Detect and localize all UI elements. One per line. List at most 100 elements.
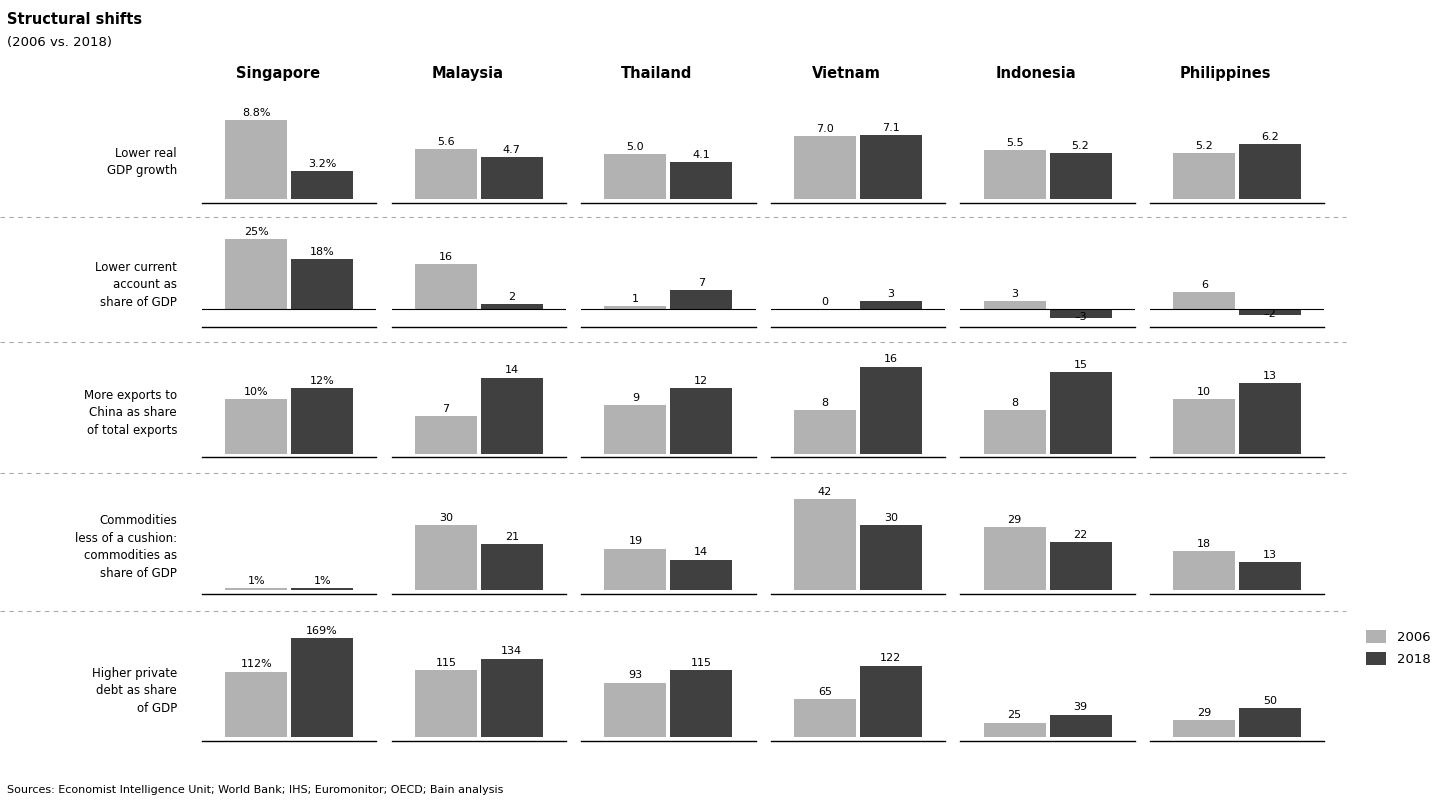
Bar: [793, 136, 855, 199]
Bar: [481, 377, 543, 454]
Text: 4.1: 4.1: [693, 151, 710, 160]
Bar: [481, 544, 543, 590]
Text: 3: 3: [1011, 289, 1018, 299]
Text: More exports to
China as share
of total exports: More exports to China as share of total …: [84, 389, 177, 437]
Text: 10%: 10%: [243, 387, 269, 397]
Bar: [415, 670, 477, 737]
Bar: [671, 389, 733, 454]
Bar: [415, 525, 477, 590]
Text: 12: 12: [694, 377, 708, 386]
Bar: [1240, 143, 1302, 199]
Text: Philippines: Philippines: [1179, 66, 1272, 81]
Text: 42: 42: [818, 487, 832, 497]
Legend: 2006, 2018: 2006, 2018: [1367, 630, 1430, 666]
Text: Indonesia: Indonesia: [996, 66, 1077, 81]
Bar: [984, 410, 1045, 454]
Text: (2006 vs. 2018): (2006 vs. 2018): [7, 36, 112, 49]
Bar: [481, 304, 543, 309]
Bar: [860, 367, 922, 454]
Text: Lower real
GDP growth: Lower real GDP growth: [107, 147, 177, 177]
Bar: [1240, 562, 1302, 590]
Text: 19: 19: [628, 536, 642, 547]
Bar: [481, 157, 543, 199]
Text: 10: 10: [1197, 387, 1211, 397]
Text: 7.0: 7.0: [816, 125, 834, 134]
Text: 5.6: 5.6: [436, 137, 455, 147]
Text: 16: 16: [439, 253, 452, 262]
Text: 3.2%: 3.2%: [308, 159, 337, 168]
Text: 8: 8: [821, 398, 828, 408]
Bar: [1050, 152, 1112, 199]
Text: 0: 0: [822, 297, 828, 307]
Text: 122: 122: [880, 654, 901, 663]
Text: 7.1: 7.1: [883, 123, 900, 134]
Bar: [415, 264, 477, 309]
Text: 4.7: 4.7: [503, 145, 521, 155]
Bar: [860, 135, 922, 199]
Bar: [415, 149, 477, 199]
Text: 30: 30: [884, 513, 899, 522]
Text: 1%: 1%: [248, 576, 265, 586]
Text: 5.2: 5.2: [1195, 141, 1212, 151]
Bar: [1050, 372, 1112, 454]
Text: Malaysia: Malaysia: [432, 66, 504, 81]
Text: 112%: 112%: [240, 659, 272, 669]
Text: Commodities
less of a cushion:
commodities as
share of GDP: Commodities less of a cushion: commoditi…: [75, 514, 177, 580]
Text: Structural shifts: Structural shifts: [7, 12, 143, 28]
Text: Lower current
account as
share of GDP: Lower current account as share of GDP: [95, 261, 177, 309]
Bar: [1174, 152, 1236, 199]
Text: 134: 134: [501, 646, 523, 656]
Text: 12%: 12%: [310, 377, 334, 386]
Text: 6: 6: [1201, 280, 1208, 290]
Bar: [225, 588, 287, 590]
Text: 93: 93: [628, 671, 642, 680]
Bar: [605, 155, 667, 199]
Text: 15: 15: [1074, 360, 1087, 370]
Text: 1%: 1%: [314, 576, 331, 586]
Text: 5.5: 5.5: [1005, 138, 1024, 148]
Bar: [605, 306, 667, 309]
Text: 7: 7: [442, 403, 449, 414]
Bar: [793, 499, 855, 590]
Bar: [1174, 720, 1236, 737]
Bar: [481, 659, 543, 737]
Bar: [860, 666, 922, 737]
Bar: [860, 525, 922, 590]
Text: 9: 9: [632, 393, 639, 403]
Text: 29: 29: [1008, 515, 1022, 525]
Text: Singapore: Singapore: [236, 66, 320, 81]
Bar: [984, 301, 1045, 309]
Text: 3: 3: [887, 289, 894, 299]
Text: 21: 21: [504, 532, 518, 542]
Text: 6.2: 6.2: [1261, 131, 1279, 142]
Text: 18: 18: [1197, 539, 1211, 548]
Bar: [1240, 383, 1302, 454]
Text: –2: –2: [1264, 309, 1276, 318]
Text: 115: 115: [691, 658, 711, 667]
Bar: [1174, 551, 1236, 590]
Text: 29: 29: [1197, 708, 1211, 718]
Bar: [225, 671, 287, 737]
Bar: [225, 239, 287, 309]
Bar: [671, 289, 733, 309]
Text: 7: 7: [698, 278, 706, 288]
Text: 65: 65: [818, 687, 832, 697]
Bar: [1174, 399, 1236, 454]
Bar: [1240, 708, 1302, 737]
Bar: [415, 416, 477, 454]
Text: 8.8%: 8.8%: [242, 108, 271, 118]
Text: 5.0: 5.0: [626, 143, 644, 152]
Bar: [671, 163, 733, 199]
Bar: [291, 588, 353, 590]
Text: 50: 50: [1263, 696, 1277, 706]
Text: 2: 2: [508, 292, 516, 301]
Bar: [984, 527, 1045, 590]
Bar: [793, 410, 855, 454]
Bar: [1050, 542, 1112, 590]
Bar: [1174, 292, 1236, 309]
Bar: [291, 258, 353, 309]
Text: 30: 30: [439, 513, 452, 522]
Text: 39: 39: [1073, 702, 1087, 712]
Text: Higher private
debt as share
of GDP: Higher private debt as share of GDP: [92, 667, 177, 715]
Text: –3: –3: [1074, 312, 1087, 322]
